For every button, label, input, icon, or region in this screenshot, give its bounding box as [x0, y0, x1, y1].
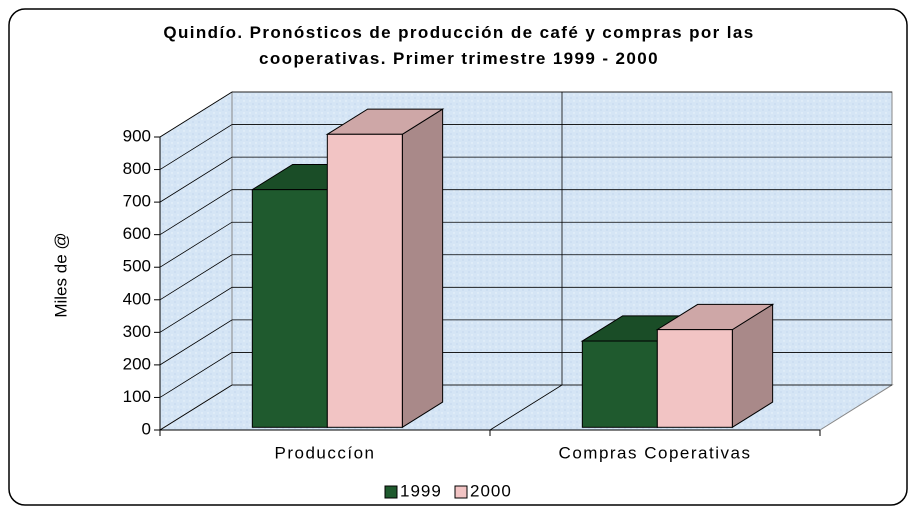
y-tick-label: 700 — [123, 192, 151, 211]
bar — [656, 329, 733, 428]
grid-line — [159, 189, 892, 236]
legend-swatch — [384, 485, 398, 499]
y-tick-label: 400 — [123, 289, 151, 308]
y-tick-label: 600 — [123, 224, 151, 243]
bar — [326, 133, 403, 428]
y-tick-label: 200 — [123, 354, 151, 373]
grid-line — [159, 221, 892, 268]
bar-side — [401, 108, 444, 429]
y-tick-label: 500 — [123, 257, 151, 276]
y-tick-label: 100 — [123, 387, 151, 406]
y-tick-label: 0 — [142, 419, 151, 438]
floor-divider — [489, 384, 563, 431]
y-tick-label: 300 — [123, 322, 151, 341]
chart-title: Quindío. Pronósticos de producción de ca… — [163, 23, 755, 68]
grid-line — [159, 91, 892, 138]
grid-line — [159, 156, 892, 203]
y-axis-label: Miles de @ — [51, 232, 70, 317]
grid-line — [159, 124, 892, 170]
legend-label: 1999 — [400, 481, 442, 500]
x-tick-label: Compras Coperativas — [559, 443, 752, 462]
grid-line — [159, 254, 892, 301]
y-tick-label: 800 — [123, 159, 151, 178]
side-wall — [159, 91, 233, 431]
x-tick-label: Produccíon — [275, 443, 376, 462]
bar — [581, 340, 658, 428]
grid-line — [159, 286, 892, 333]
bar — [251, 189, 328, 428]
legend-label: 2000 — [470, 481, 512, 500]
y-tick-label: 900 — [123, 126, 151, 145]
legend-swatch — [454, 485, 468, 499]
